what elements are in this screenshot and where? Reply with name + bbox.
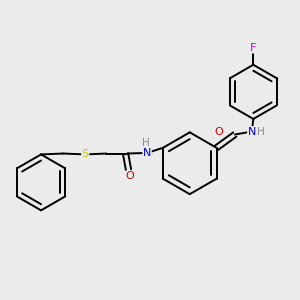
Text: S: S: [82, 149, 89, 159]
Text: N: N: [248, 127, 256, 136]
Text: O: O: [125, 171, 134, 181]
Text: H: H: [257, 127, 265, 137]
Text: H: H: [142, 138, 150, 148]
Text: O: O: [214, 127, 223, 136]
Text: N: N: [143, 148, 151, 158]
Text: F: F: [250, 43, 256, 53]
